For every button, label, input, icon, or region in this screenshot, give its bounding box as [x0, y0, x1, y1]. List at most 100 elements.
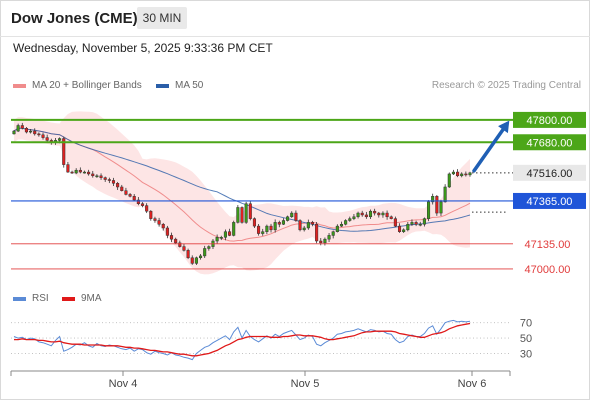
candle-body — [169, 235, 174, 240]
candle — [190, 255, 194, 265]
candle — [199, 254, 203, 260]
chart-header: Dow Jones (CME) 30 MIN — [0, 0, 590, 37]
candle — [41, 132, 45, 140]
candle-body — [153, 218, 157, 221]
candle — [439, 199, 443, 217]
candle-body — [331, 231, 335, 236]
candle — [66, 162, 70, 173]
legend-ma20-label: MA 20 + Bollinger Bands — [32, 80, 142, 91]
candle — [298, 219, 302, 232]
rsi-swatch — [13, 296, 26, 301]
legend-9ma: 9MA — [62, 293, 102, 304]
candle-body — [244, 203, 248, 223]
candle-body — [439, 201, 443, 214]
candle-body — [435, 196, 439, 214]
candle-body — [190, 257, 194, 264]
candle-body — [207, 246, 211, 249]
candle — [393, 216, 397, 228]
candle — [87, 169, 91, 176]
candle — [443, 184, 447, 203]
candle-body — [427, 201, 431, 219]
candle — [186, 248, 190, 260]
candle-body — [447, 173, 451, 188]
candle-body — [451, 171, 455, 175]
candle — [368, 209, 373, 220]
candle — [145, 203, 149, 214]
candle — [348, 216, 352, 222]
candle — [331, 230, 335, 239]
candle-body — [91, 173, 95, 177]
candle-body — [70, 171, 74, 174]
candle-body — [199, 255, 203, 259]
candle-body — [62, 138, 66, 165]
candle — [132, 194, 136, 202]
candle — [107, 177, 111, 184]
support-label: 47000.00 — [525, 264, 571, 276]
candle — [464, 171, 468, 177]
candle-body — [377, 212, 381, 216]
candle-body — [223, 231, 227, 238]
candle — [70, 170, 74, 174]
candle-body — [120, 186, 124, 191]
candle-body — [252, 218, 256, 227]
candle — [468, 171, 472, 177]
candle-body — [339, 223, 344, 227]
candle — [373, 208, 377, 216]
time-axis-label: Nov 6 — [458, 378, 487, 390]
candle-body — [410, 222, 414, 225]
candle — [310, 220, 315, 227]
candle-body — [29, 130, 33, 133]
pivot-label-box — [513, 192, 586, 209]
candle — [286, 215, 290, 222]
candle — [174, 237, 178, 244]
candle — [215, 234, 219, 244]
candle-body — [219, 237, 223, 239]
legend-9ma-label: 9MA — [81, 293, 102, 304]
candle — [385, 210, 389, 220]
candle-body — [323, 238, 327, 244]
time-axis-label: Nov 4 — [109, 378, 138, 390]
candle — [306, 219, 310, 230]
candle-body — [95, 175, 99, 178]
candle-body — [368, 210, 373, 218]
candle — [157, 217, 161, 227]
candle — [290, 211, 294, 218]
candle-body — [286, 216, 290, 221]
candle-body — [194, 257, 198, 264]
candle — [149, 210, 153, 221]
candle — [219, 235, 223, 241]
candle — [389, 215, 393, 220]
pivot-label: 47365.00 — [527, 196, 573, 208]
candlestick-series — [12, 122, 472, 266]
candle — [451, 169, 455, 176]
candle — [228, 228, 232, 237]
support-label: 47135.00 — [525, 239, 571, 251]
candle — [95, 174, 99, 178]
candle — [364, 211, 368, 219]
candle — [29, 129, 33, 134]
ma50-line — [13, 127, 471, 232]
candle — [277, 220, 281, 228]
ma9-swatch — [62, 296, 75, 301]
candle-body — [261, 231, 265, 234]
research-credit: Research © 2025 Trading Central — [431, 80, 581, 91]
candle — [37, 132, 41, 137]
candle-body — [277, 222, 281, 225]
candle — [140, 202, 145, 208]
candle-body — [302, 227, 306, 231]
legend-ma20: MA 20 + Bollinger Bands — [13, 80, 142, 91]
candle-body — [402, 229, 406, 232]
candle — [78, 167, 82, 174]
candle — [261, 228, 265, 236]
candle — [124, 187, 128, 196]
candle-body — [468, 172, 472, 176]
candle-body — [136, 199, 140, 204]
candle — [194, 256, 198, 266]
candle-body — [422, 218, 426, 225]
timeframe-selector[interactable]: 30 MIN — [137, 7, 187, 29]
candle-body — [12, 130, 16, 135]
resistance-label: 47800.00 — [527, 115, 573, 127]
candle-body — [443, 186, 447, 203]
candle-body — [149, 210, 153, 219]
